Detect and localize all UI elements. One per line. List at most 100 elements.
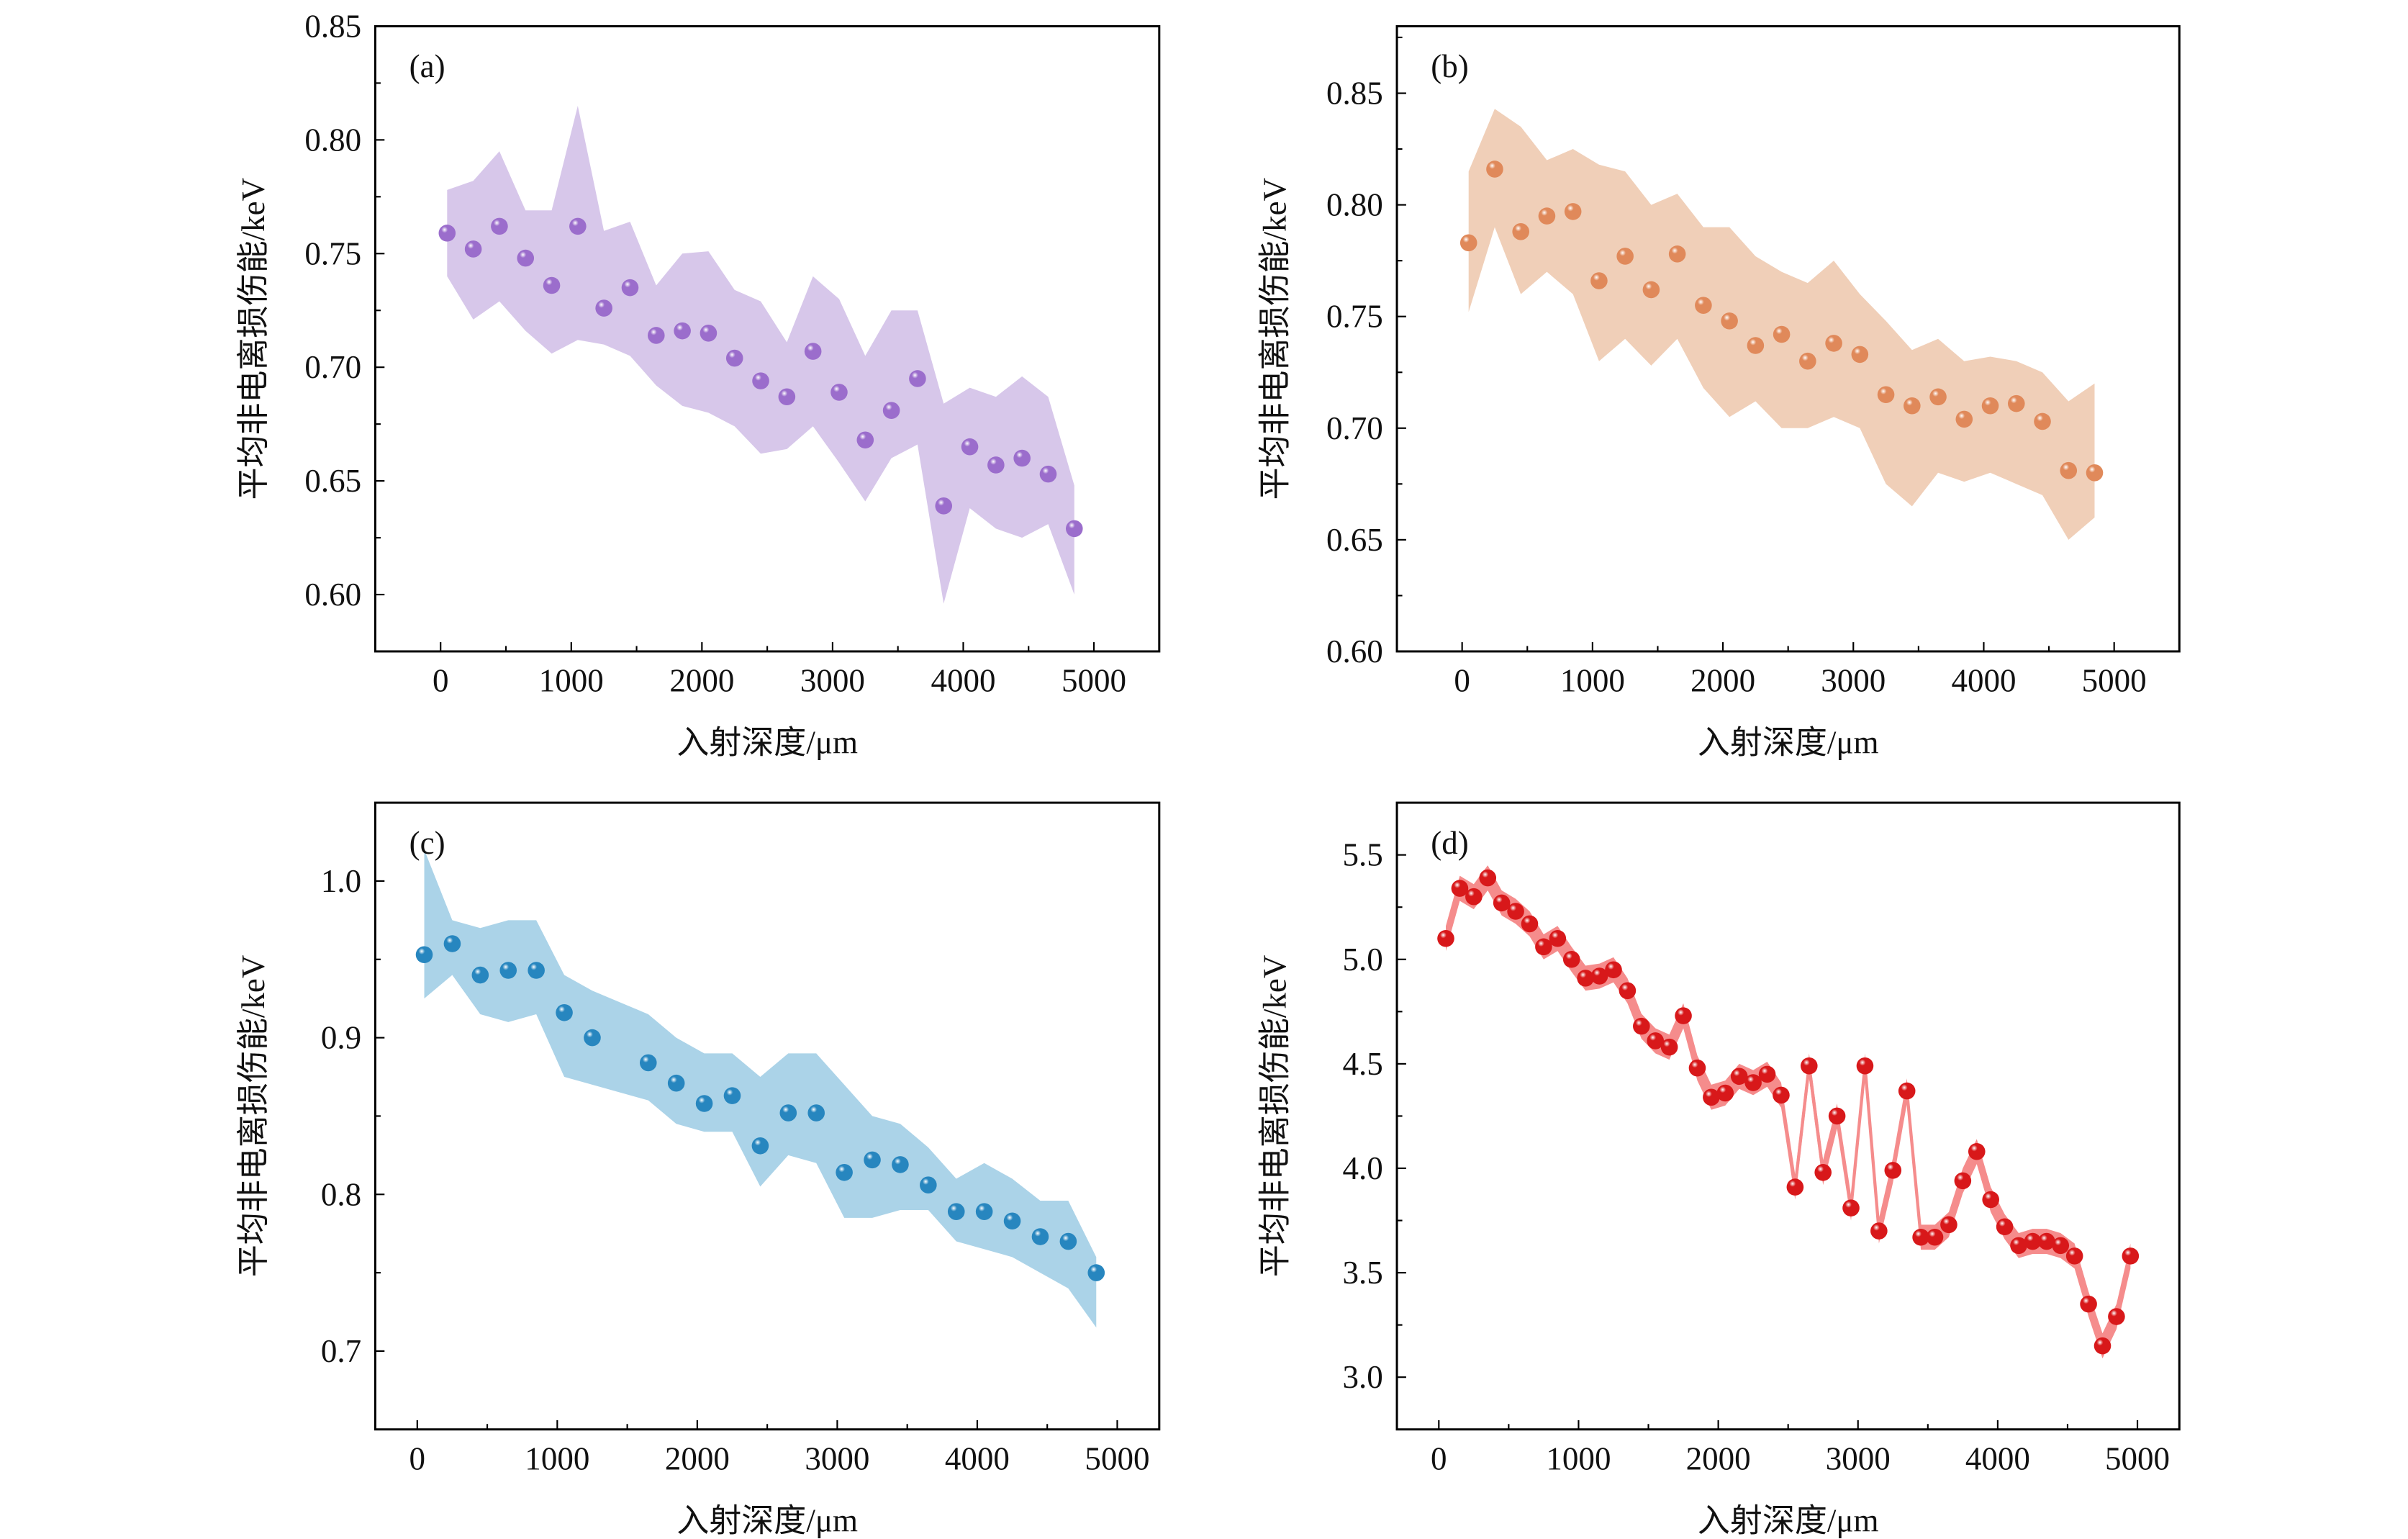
panel-label: (d) <box>1431 825 1469 861</box>
data-point <box>464 240 482 258</box>
data-point <box>987 456 1005 474</box>
x-tick-label: 5000 <box>1085 1441 1149 1477</box>
data-point <box>1716 1084 1734 1102</box>
data-point <box>1856 1057 1874 1075</box>
data-point <box>779 1104 797 1121</box>
x-tick-label: 0 <box>433 663 449 699</box>
data-point <box>725 349 743 367</box>
data-point <box>1538 207 1556 225</box>
data-point <box>1633 1017 1650 1035</box>
data-point <box>517 249 535 267</box>
x-tick-label: 4000 <box>945 1441 1010 1477</box>
data-point <box>1059 1232 1077 1250</box>
data-point <box>1898 1082 1916 1100</box>
data-point <box>1493 894 1511 912</box>
x-tick-label: 3000 <box>805 1441 869 1477</box>
data-point <box>1590 967 1608 985</box>
x-tick-label: 2000 <box>1690 663 1755 699</box>
data-point <box>2065 1247 2083 1265</box>
x-tick-label: 5000 <box>1062 663 1126 699</box>
data-point <box>1087 1264 1105 1281</box>
data-point <box>648 327 665 344</box>
data-point <box>1619 982 1637 1000</box>
y-tick-label: 1.0 <box>321 863 361 899</box>
y-tick-label: 3.5 <box>1342 1255 1382 1291</box>
data-point <box>935 497 953 515</box>
panel-label: (b) <box>1431 48 1469 84</box>
data-point <box>804 343 822 360</box>
y-tick-label: 3.0 <box>1342 1359 1382 1395</box>
y-axis-label: 平均非电离损伤能/keV <box>235 955 271 1278</box>
data-point <box>1066 520 1083 538</box>
data-point <box>1877 386 1895 404</box>
y-tick-label: 0.65 <box>304 463 361 499</box>
data-point <box>2052 1237 2070 1255</box>
data-point <box>909 370 926 387</box>
data-point <box>1870 1222 1888 1240</box>
data-point <box>1773 1086 1790 1104</box>
error-band <box>1446 865 2131 1359</box>
data-point <box>1459 234 1477 252</box>
x-tick-label: 0 <box>409 1441 426 1477</box>
data-point <box>674 322 691 340</box>
data-point <box>856 431 874 449</box>
data-point <box>1605 961 1622 979</box>
data-point <box>1564 203 1582 220</box>
data-point <box>892 1156 909 1173</box>
x-tick-label: 3000 <box>800 663 865 699</box>
x-tick-label: 4000 <box>1965 1441 2030 1477</box>
panel-a: 0 1000 2000 3000 4000 5000 0.60 0.65 0.70 0.75 0.8… <box>235 8 1161 760</box>
data-point <box>778 388 796 406</box>
x-tick-label: 5000 <box>2105 1441 2170 1477</box>
data-point <box>1549 929 1567 947</box>
data-point <box>1954 1172 1972 1190</box>
data-point <box>1675 1007 1692 1024</box>
data-point <box>491 217 508 235</box>
data-point <box>2094 1337 2111 1355</box>
plot-frame <box>1395 801 2181 1431</box>
error-band <box>424 849 1097 1328</box>
x-tick-label: 2000 <box>665 1441 730 1477</box>
data-point <box>1688 1059 1706 1077</box>
data-point <box>1512 223 1529 240</box>
data-point <box>1912 1228 1929 1246</box>
data-point <box>1465 888 1483 906</box>
x-tick-label: 3000 <box>1821 663 1886 699</box>
data-point <box>2010 1237 2027 1255</box>
data-point <box>1039 465 1057 483</box>
data-point <box>1507 903 1524 920</box>
data-point <box>1003 1212 1021 1230</box>
panel-label: (c) <box>409 825 445 861</box>
panel-d: 0 1000 2000 3000 4000 5000 3.0 3.5 4.0 4.5 5.0 5.5 (… <box>1257 801 2181 1538</box>
y-tick-label: 5.5 <box>1342 837 1382 873</box>
x-tick-label: 1000 <box>539 663 604 699</box>
data-point <box>1814 1163 1832 1181</box>
data-point <box>695 1095 713 1112</box>
x-tick-label: 2000 <box>669 663 734 699</box>
data-point <box>1521 915 1539 933</box>
x-tick-label: 3000 <box>1826 1441 1891 1477</box>
y-tick-label: 0.70 <box>1326 410 1383 446</box>
data-point <box>667 1074 685 1092</box>
data-point <box>1786 1178 1804 1196</box>
x-tick-label: 1000 <box>1560 663 1625 699</box>
error-band <box>447 105 1074 604</box>
data-point <box>2080 1295 2097 1313</box>
data-point <box>2034 412 2051 430</box>
data-point <box>1884 1162 1902 1179</box>
data-point <box>543 276 561 294</box>
data-point <box>2122 1247 2140 1265</box>
data-point <box>1486 161 1503 178</box>
data-point <box>2086 464 2104 482</box>
data-point <box>1451 880 1469 897</box>
x-tick-label: 0 <box>1454 663 1470 699</box>
data-point <box>1562 950 1580 968</box>
panel-c: 0 1000 2000 3000 4000 5000 0.7 0.8 0.9 1.0 (c) 入射深度… <box>235 801 1161 1538</box>
data-point <box>528 962 545 979</box>
data-point <box>864 1151 881 1169</box>
data-point <box>1828 1107 1846 1125</box>
data-point <box>1744 1074 1762 1091</box>
x-axis-label: 入射深度/μm <box>676 1502 858 1538</box>
data-point <box>830 384 848 401</box>
data-point <box>1842 1199 1860 1217</box>
